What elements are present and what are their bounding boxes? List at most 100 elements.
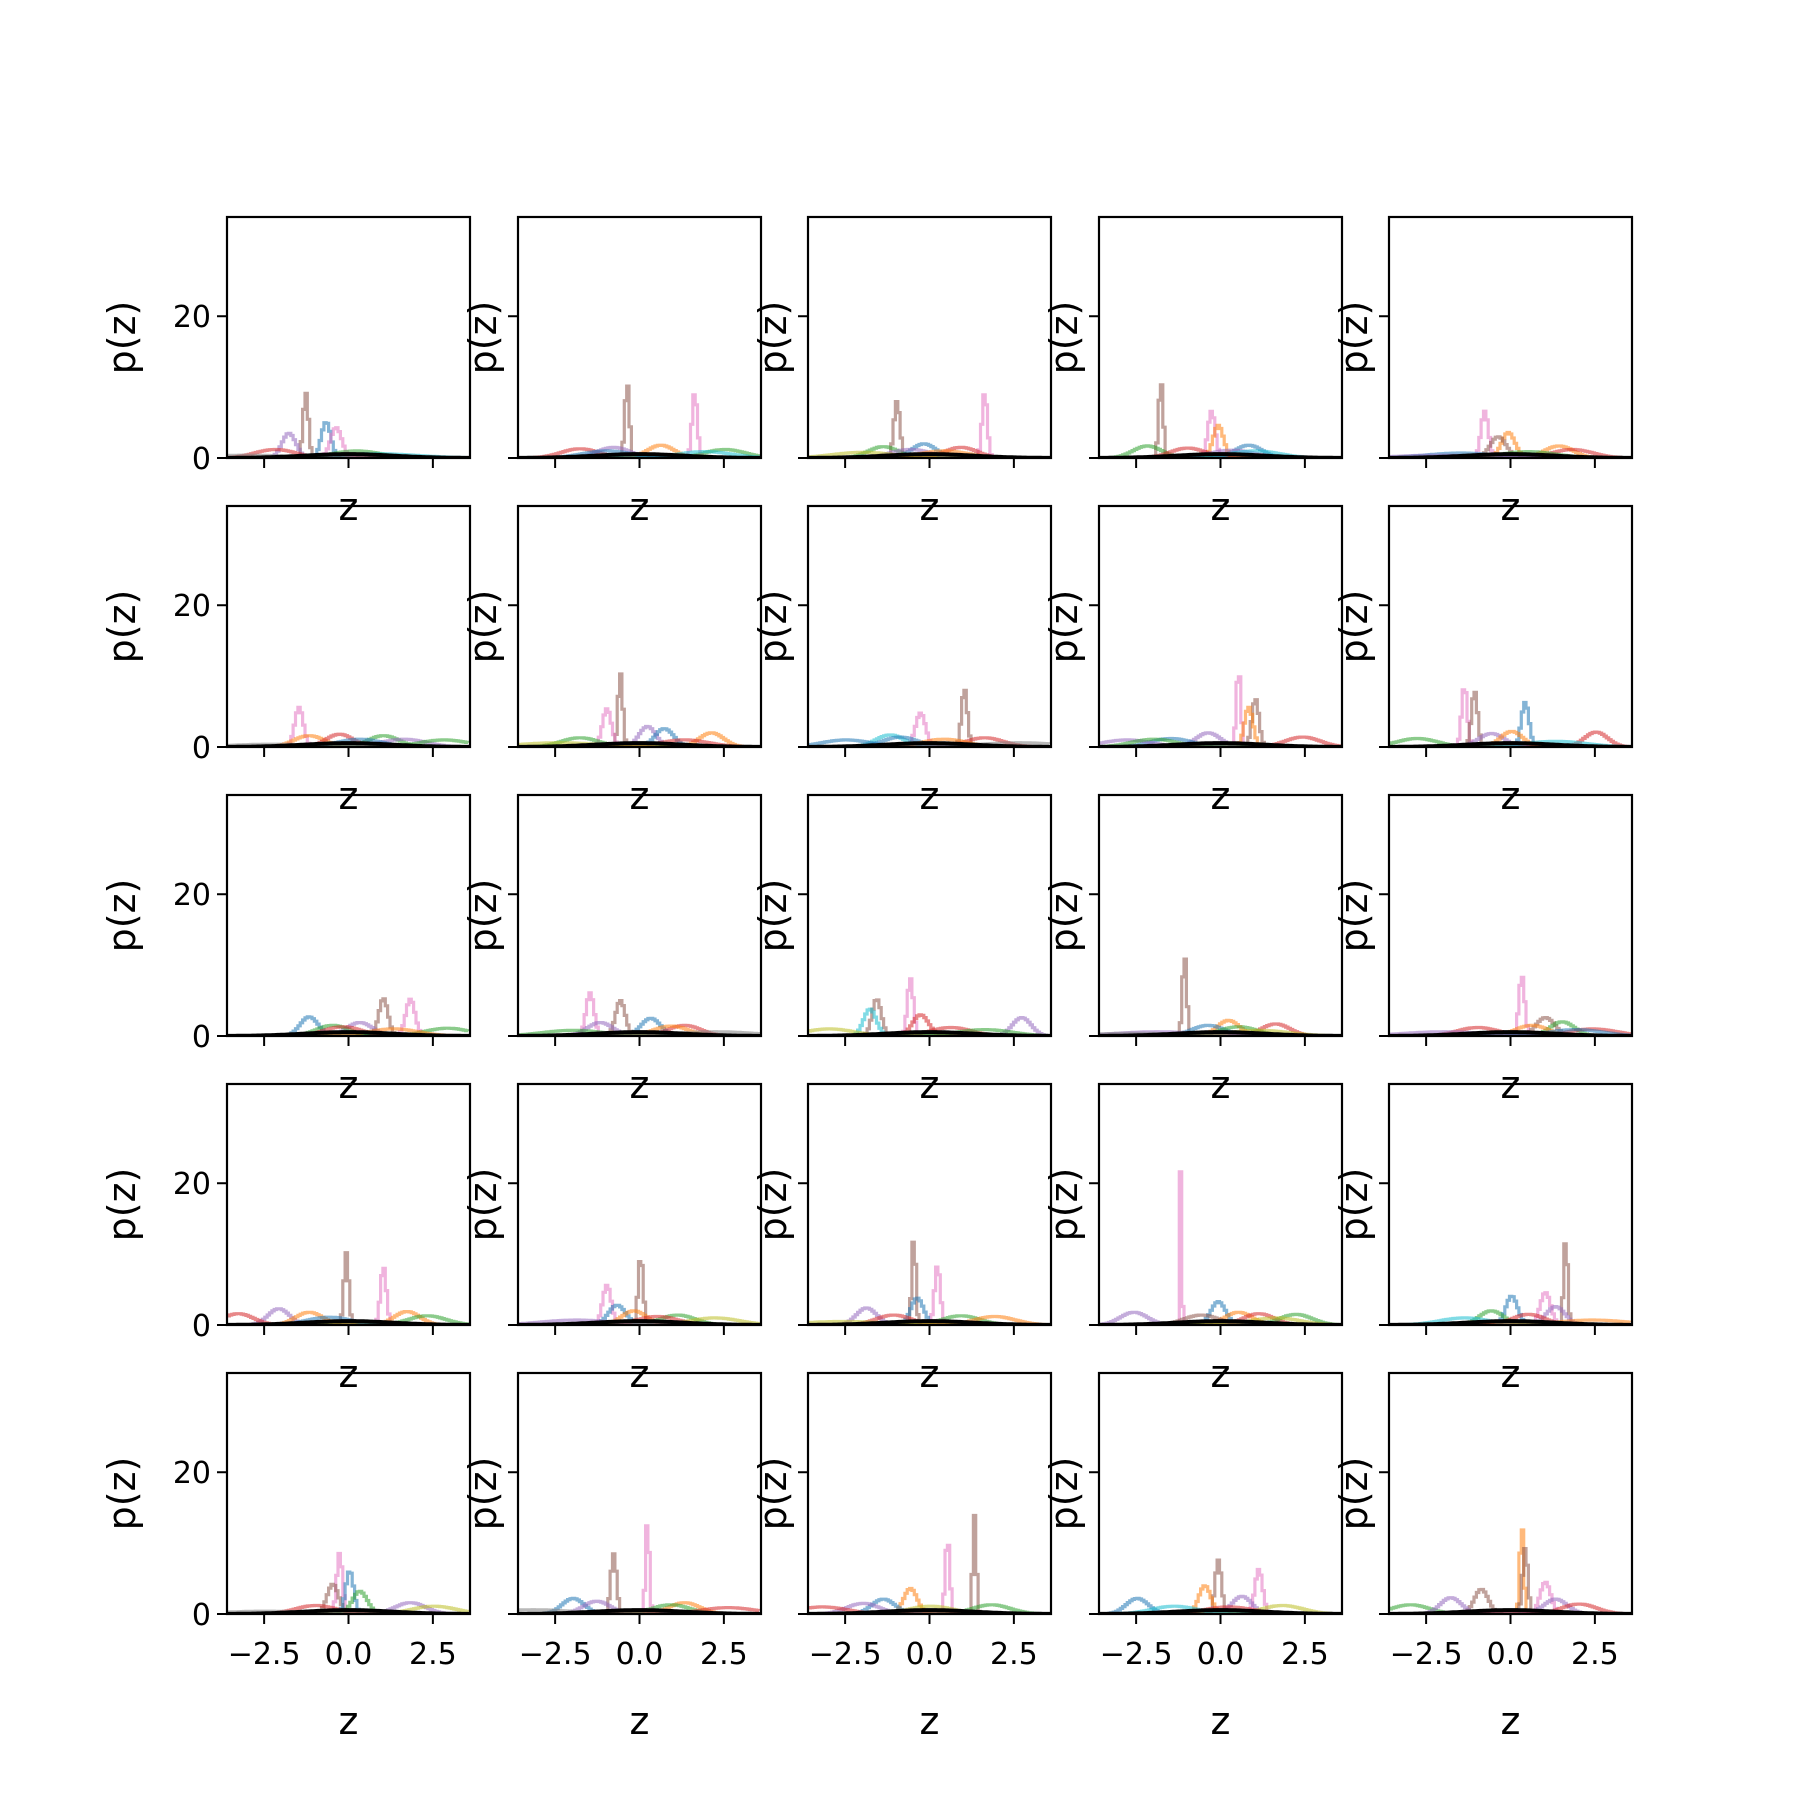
- y-axis-label: p(z): [1332, 879, 1376, 953]
- series-line-4: [227, 1021, 468, 1036]
- y-axis-label: p(z): [751, 1168, 795, 1242]
- subplot-2-2: zp(z): [461, 504, 763, 818]
- x-tick-label-2: 0.0: [1487, 1637, 1535, 1672]
- axes-frame: [516, 504, 763, 749]
- plot-area: [227, 705, 470, 747]
- axes-frame: [806, 215, 1053, 460]
- y-axis-label: p(z): [461, 879, 505, 953]
- axes-frame: [225, 504, 472, 749]
- series-line-1: [808, 977, 1049, 1036]
- subplot-3-5: zp(z): [1332, 793, 1634, 1107]
- axes-frame: [1387, 793, 1634, 1038]
- x-tick-label-2: 0.0: [906, 1637, 954, 1672]
- y-axis-label: p(z): [461, 590, 505, 664]
- series-line-2: [1389, 430, 1630, 458]
- plot-area: [1389, 409, 1632, 458]
- subplot-1-4: zp(z): [1042, 215, 1344, 529]
- y-axis-label: p(z): [100, 1457, 144, 1531]
- y-axis-label: p(z): [1042, 1168, 1086, 1242]
- series-line-3: [518, 724, 759, 747]
- series-line-1: [808, 1240, 1049, 1325]
- y-tick-label-2: 20: [173, 1167, 211, 1202]
- plot-area: [227, 997, 470, 1036]
- series-line-8: [808, 741, 1051, 747]
- plot-area: [227, 1551, 470, 1614]
- y-axis-label: p(z): [100, 879, 144, 953]
- series-line-2: [1099, 1300, 1340, 1325]
- subplot-1-5: zp(z): [1332, 215, 1634, 529]
- series-line-7: [1389, 729, 1630, 747]
- plot-area: [1389, 1528, 1632, 1614]
- series-line-5: [808, 1016, 1051, 1036]
- x-tick-label-3: 2.5: [1281, 1637, 1329, 1672]
- series-line-3: [808, 1586, 1049, 1614]
- plot-area: [518, 384, 761, 458]
- plot-area: [1099, 675, 1342, 747]
- plot-area: [808, 977, 1051, 1036]
- axes-frame: [806, 793, 1053, 1038]
- y-tick-label-2: 20: [173, 1456, 211, 1491]
- series-line-4: [808, 442, 1049, 458]
- y-axis-label: p(z): [1332, 1457, 1376, 1531]
- x-axis-label: z: [920, 1699, 940, 1743]
- axes-frame: [1387, 504, 1634, 749]
- series-line-2: [518, 1552, 759, 1614]
- y-axis-label: p(z): [100, 590, 144, 664]
- series-line-3: [1099, 1584, 1340, 1614]
- series-line-2: [808, 1265, 1049, 1325]
- x-axis-label: z: [630, 1699, 650, 1743]
- series-line-3: [1099, 1310, 1340, 1325]
- series-line-3: [1099, 423, 1340, 458]
- subplot-5-2: −2.5 0.0 2.5 z p(z): [461, 1371, 763, 1743]
- series-line-1: [808, 1513, 1049, 1614]
- y-axis-label: p(z): [751, 301, 795, 375]
- plot-area: [518, 991, 761, 1036]
- axes-frame: [1387, 1371, 1634, 1616]
- x-tick-label-1: −2.5: [1390, 1637, 1463, 1672]
- x-tick-label-1: −2.5: [1100, 1637, 1173, 1672]
- series-line-1: [1389, 975, 1630, 1036]
- plot-area: [1389, 975, 1632, 1036]
- series-line-3: [1389, 1294, 1630, 1325]
- x-tick-label-1: −2.5: [519, 1637, 592, 1672]
- series-line-1: [1389, 1528, 1630, 1614]
- y-axis-label: p(z): [1332, 1168, 1376, 1242]
- subplot-2-4: zp(z): [1042, 504, 1344, 818]
- series-line-5: [1389, 1603, 1630, 1614]
- y-tick-label-1: 0: [192, 1598, 211, 1633]
- x-tick-label-3: 2.5: [700, 1637, 748, 1672]
- axes-frame: [225, 215, 472, 460]
- series-line-2: [808, 393, 1049, 458]
- axes-frame: [1097, 1082, 1344, 1327]
- axes-frame: [806, 504, 1053, 749]
- y-axis-label: p(z): [751, 879, 795, 953]
- series-line-4: [808, 1296, 1049, 1325]
- series-line-5: [1389, 1309, 1630, 1325]
- plot-area: [518, 672, 761, 747]
- series-line-4: [518, 1309, 759, 1325]
- subplot-2-5: zp(z): [1332, 504, 1634, 818]
- axes-frame: [806, 1082, 1053, 1327]
- y-tick-label-2: 20: [173, 878, 211, 913]
- plot-area: [227, 391, 470, 458]
- x-tick-label-1: −2.5: [809, 1637, 882, 1672]
- y-axis-label: p(z): [1332, 301, 1376, 375]
- subplot-5-4: −2.5 0.0 2.5 z p(z): [1042, 1371, 1344, 1743]
- series-line-2: [808, 1543, 1049, 1614]
- subplot-5-3: −2.5 0.0 2.5 z p(z): [751, 1371, 1053, 1743]
- series-line-2: [1389, 1547, 1630, 1614]
- subplot-3-2: zp(z): [461, 793, 763, 1107]
- y-axis-label: p(z): [751, 1457, 795, 1531]
- series-line-1: [1389, 1242, 1630, 1325]
- series-line-5: [1389, 730, 1632, 747]
- plot-area: [1099, 1558, 1342, 1614]
- plot-area: [1389, 688, 1632, 747]
- x-tick-label-2: 0.0: [616, 1637, 664, 1672]
- y-axis-label: p(z): [1042, 879, 1086, 953]
- axes-frame: [516, 793, 763, 1038]
- y-axis-label: p(z): [1332, 590, 1376, 664]
- x-tick-label-3: 2.5: [990, 1637, 1038, 1672]
